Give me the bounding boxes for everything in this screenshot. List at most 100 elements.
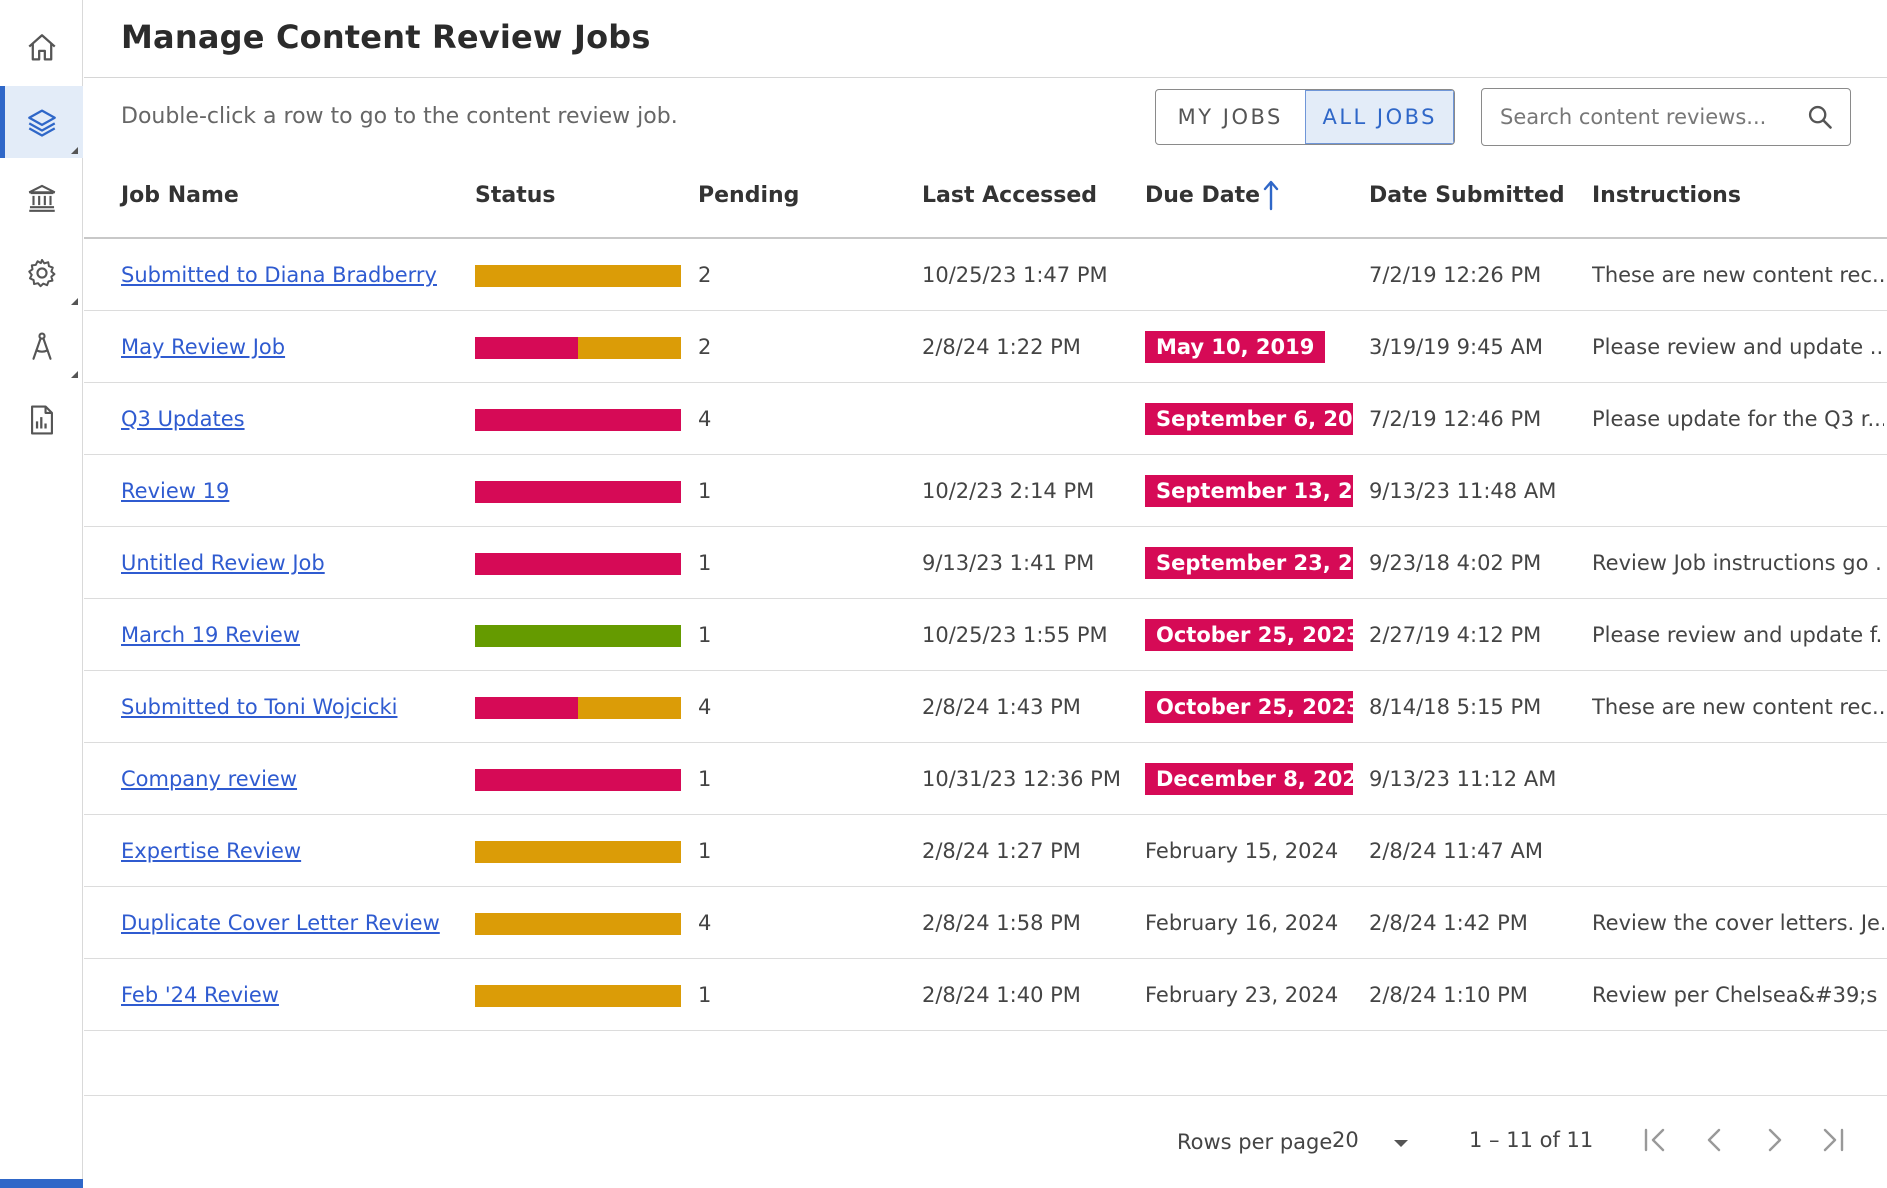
- next-page-icon[interactable]: [1758, 1122, 1790, 1158]
- column-header-pending[interactable]: Pending: [698, 183, 800, 208]
- table-row[interactable]: Duplicate Cover Letter Review 4 2/8/24 1:5…: [84, 887, 1887, 959]
- report-icon: [30, 405, 53, 435]
- first-page-icon[interactable]: [1639, 1122, 1671, 1158]
- jobs-table: Job Name Status Pending Last Accessed Du…: [84, 155, 1887, 1031]
- column-header-job-name[interactable]: Job Name: [121, 183, 239, 208]
- job-name-link[interactable]: March 19 Review: [121, 622, 301, 647]
- status-segment: [578, 337, 681, 359]
- due-date-cell: October 25, 2023: [1145, 599, 1353, 670]
- status-segment: [475, 481, 681, 503]
- previous-page-icon[interactable]: [1699, 1122, 1731, 1158]
- due-date-cell: September 13, 2023: [1145, 455, 1353, 526]
- job-name-link[interactable]: Review 19: [121, 478, 230, 503]
- my-jobs-button[interactable]: MY JOBS: [1177, 105, 1283, 129]
- status-bar: [475, 409, 681, 431]
- due-date-overdue-badge: October 25, 2023: [1145, 690, 1353, 723]
- instructions: These are new content rec...: [1592, 262, 1884, 287]
- rows-per-page-select[interactable]: 20: [1332, 1128, 1359, 1152]
- table-row[interactable]: Company review 1 10/31/23 12:36 PM December…: [84, 743, 1887, 815]
- instructions: These are new content rec...: [1592, 694, 1884, 719]
- chevron-down-icon[interactable]: [1394, 1140, 1408, 1147]
- pending-count: 1: [698, 766, 712, 791]
- last-accessed: 2/8/24 1:27 PM: [922, 838, 1081, 863]
- job-name-link[interactable]: Feb '24 Review: [121, 982, 279, 1007]
- pagination: Rows per page 20 1 – 11 of 11: [84, 1096, 1887, 1188]
- date-submitted: 2/8/24 1:42 PM: [1369, 910, 1528, 935]
- pending-count: 2: [698, 334, 712, 359]
- sidebar-item-tools[interactable]: [0, 310, 83, 382]
- due-date-overdue-badge: September 6, 2019: [1145, 402, 1353, 435]
- column-header-instructions[interactable]: Instructions: [1592, 183, 1741, 208]
- table-row[interactable]: May Review Job 2 2/8/24 1:22 PM May 10, 201…: [84, 311, 1887, 383]
- status-bar: [475, 265, 681, 287]
- last-accessed: 10/31/23 12:36 PM: [922, 766, 1121, 791]
- column-header-date-submitted[interactable]: Date Submitted: [1369, 183, 1565, 208]
- last-page-icon[interactable]: [1817, 1122, 1849, 1158]
- column-header-due-date[interactable]: Due Date: [1145, 183, 1261, 208]
- sidebar-item-home[interactable]: [0, 12, 83, 84]
- due-date-overdue-badge: October 25, 2023: [1145, 618, 1353, 651]
- sidebar-bottom-accent: [0, 1179, 83, 1188]
- date-submitted: 3/19/19 9:45 AM: [1369, 334, 1543, 359]
- date-submitted: 9/13/23 11:12 AM: [1369, 766, 1557, 791]
- due-date-cell: February 16, 2024: [1145, 887, 1353, 958]
- date-submitted: 9/23/18 4:02 PM: [1369, 550, 1542, 575]
- status-segment: [475, 769, 681, 791]
- date-submitted: 9/13/23 11:48 AM: [1369, 478, 1557, 503]
- job-name-link[interactable]: May Review Job: [121, 334, 286, 359]
- pending-count: 2: [698, 262, 712, 287]
- divider: [84, 77, 1887, 78]
- table-row[interactable]: Expertise Review 1 2/8/24 1:27 PM February …: [84, 815, 1887, 887]
- pending-count: 1: [698, 550, 712, 575]
- compass-icon: [31, 332, 52, 360]
- last-accessed: 2/8/24 1:40 PM: [922, 982, 1081, 1007]
- column-header-status[interactable]: Status: [475, 183, 556, 208]
- job-name-link[interactable]: Company review: [121, 766, 298, 791]
- table-row[interactable]: Feb '24 Review 1 2/8/24 1:40 PM February 23…: [84, 959, 1887, 1031]
- table-row[interactable]: Review 19 1 10/2/23 2:14 PM September 13, 2…: [84, 455, 1887, 527]
- sidebar-item-reports[interactable]: [0, 384, 83, 456]
- job-name-link[interactable]: Duplicate Cover Letter Review: [121, 910, 440, 935]
- table-row[interactable]: Submitted to Toni Wojcicki 4 2/8/24 1:43 P…: [84, 671, 1887, 743]
- job-name-link[interactable]: Q3 Updates: [121, 406, 245, 431]
- date-submitted: 7/2/19 12:46 PM: [1369, 406, 1542, 431]
- sidebar-item-settings[interactable]: [0, 237, 83, 309]
- due-date: February 23, 2024: [1145, 982, 1339, 1007]
- date-submitted: 2/8/24 11:47 AM: [1369, 838, 1543, 863]
- all-jobs-button[interactable]: ALL JOBS: [1304, 90, 1454, 144]
- due-date-cell: October 25, 2023: [1145, 671, 1353, 742]
- date-submitted: 2/27/19 4:12 PM: [1369, 622, 1542, 647]
- due-date-cell: [1145, 239, 1353, 310]
- bank-icon: [28, 184, 55, 212]
- rows-per-page-label: Rows per page: [1177, 1130, 1333, 1154]
- column-header-last-accessed[interactable]: Last Accessed: [922, 183, 1098, 208]
- status-bar: [475, 481, 681, 503]
- table-row[interactable]: Submitted to Diana Bradberry 2 10/25/23 1:…: [84, 239, 1887, 311]
- job-name-link[interactable]: Submitted to Toni Wojcicki: [121, 694, 398, 719]
- home-icon: [27, 34, 56, 61]
- job-name-link[interactable]: Submitted to Diana Bradberry: [121, 262, 437, 287]
- pending-count: 1: [698, 478, 712, 503]
- table-row[interactable]: March 19 Review 1 10/25/23 1:55 PM October …: [84, 599, 1887, 671]
- last-accessed: 10/2/23 2:14 PM: [922, 478, 1095, 503]
- search-box: [1481, 88, 1851, 146]
- page-title: Manage Content Review Jobs: [121, 18, 651, 56]
- due-date-cell: September 23, 2023: [1145, 527, 1353, 598]
- job-name-link[interactable]: Expertise Review: [121, 838, 302, 863]
- search-input[interactable]: [1498, 104, 1806, 130]
- status-segment: [475, 985, 681, 1007]
- last-accessed: 9/13/23 1:41 PM: [922, 550, 1095, 575]
- table-body: Submitted to Diana Bradberry 2 10/25/23 1:…: [84, 239, 1887, 1031]
- due-date-cell: February 15, 2024: [1145, 815, 1353, 886]
- table-row[interactable]: Q3 Updates 4 September 6, 2019 7/2/19 12:46…: [84, 383, 1887, 455]
- sidebar-item-review-jobs[interactable]: [0, 86, 83, 158]
- table-header: Job Name Status Pending Last Accessed Du…: [84, 155, 1887, 239]
- job-name-link[interactable]: Untitled Review Job: [121, 550, 325, 575]
- instructions: Review the cover letters. Je...: [1592, 910, 1884, 935]
- gear-icon: [27, 258, 55, 288]
- instructions: Review per Chelsea&#39;s ...: [1592, 982, 1884, 1007]
- sidebar-item-library[interactable]: [0, 162, 83, 234]
- sort-ascending-icon[interactable]: [1262, 179, 1280, 211]
- table-row[interactable]: Untitled Review Job 1 9/13/23 1:41 PM Septe…: [84, 527, 1887, 599]
- search-icon[interactable]: [1806, 103, 1834, 131]
